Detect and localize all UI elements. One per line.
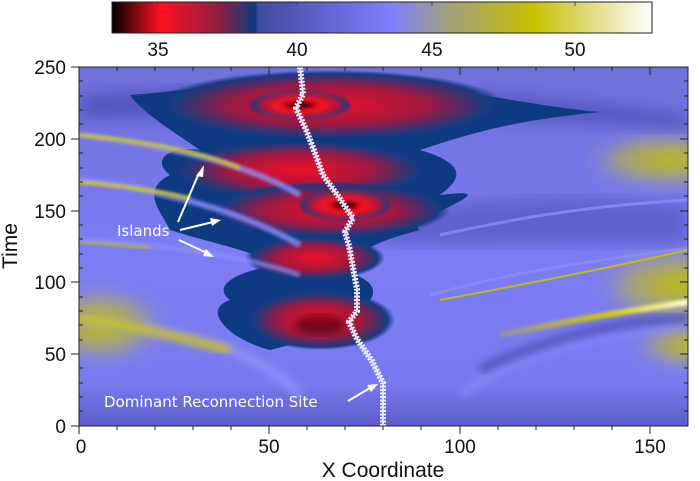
- y-axis: [71, 66, 688, 427]
- x-axis: [78, 67, 651, 434]
- x-tick-0: 0: [76, 437, 87, 458]
- colorbar-tick-45: 45: [421, 40, 442, 61]
- x-tick-100: 100: [444, 437, 476, 458]
- colorbar-tick-35: 35: [147, 40, 168, 61]
- colorbar: 35 40 45 50: [111, 1, 653, 61]
- heatmap-plot-area: [79, 67, 688, 426]
- dominant-site-label: Dominant Reconnection Site: [104, 393, 318, 411]
- islands-label: Islands: [117, 222, 170, 240]
- y-tick-100: 100: [34, 273, 66, 294]
- y-tick-250: 250: [34, 58, 66, 79]
- colorbar-tick-40: 40: [286, 40, 307, 61]
- y-tick-50: 50: [45, 345, 66, 366]
- x-axis-title: X Coordinate: [322, 459, 445, 481]
- x-tick-150: 150: [634, 437, 666, 458]
- dominant-site-annotation: Dominant Reconnection Site: [104, 384, 378, 411]
- y-tick-0: 0: [55, 417, 66, 438]
- x-tick-50: 50: [258, 437, 279, 458]
- colorbar-tick-50: 50: [564, 40, 585, 61]
- y-axis-title: Time: [0, 223, 22, 269]
- y-tick-200: 200: [34, 130, 66, 151]
- islands-annotation: Islands: [117, 165, 221, 257]
- y-tick-150: 150: [34, 202, 66, 223]
